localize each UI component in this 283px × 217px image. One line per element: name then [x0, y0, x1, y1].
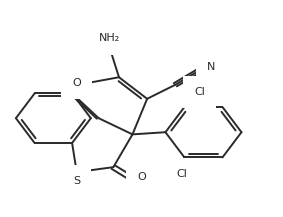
Text: Cl: Cl [176, 169, 187, 179]
Text: S: S [73, 176, 80, 186]
Text: N: N [207, 62, 215, 72]
Text: O: O [137, 173, 146, 182]
Text: NH₂: NH₂ [98, 33, 120, 43]
Text: O: O [72, 78, 81, 88]
Text: Cl: Cl [194, 87, 205, 97]
